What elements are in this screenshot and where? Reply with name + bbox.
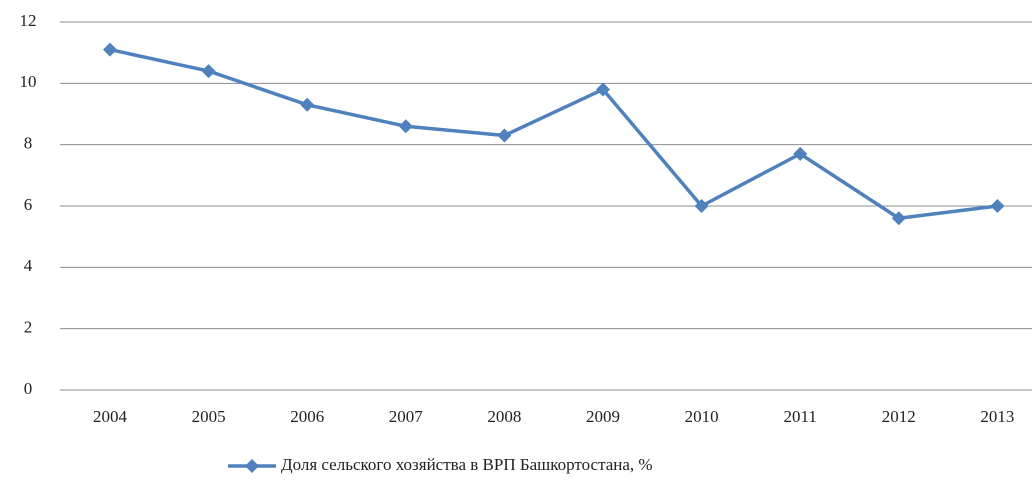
x-tick-label: 2007 (389, 407, 424, 426)
data-marker (694, 199, 709, 213)
data-marker (596, 82, 610, 97)
x-tick-label: 2011 (784, 407, 817, 426)
x-tick-label: 2012 (882, 407, 916, 426)
legend-label: Доля сельского хозяйства в ВРП Башкортос… (281, 455, 653, 474)
data-marker (793, 146, 808, 161)
x-tick-label: 2005 (192, 407, 226, 426)
x-tick-label: 2006 (290, 407, 324, 426)
data-marker (300, 97, 315, 112)
y-tick-label: 10 (20, 72, 37, 91)
y-tick-label: 8 (24, 134, 33, 153)
data-marker (990, 199, 1005, 213)
legend-marker (245, 459, 259, 473)
data-marker (201, 64, 216, 79)
data-marker (398, 119, 413, 134)
y-tick-label: 4 (24, 256, 33, 275)
x-tick-label: 2010 (685, 407, 719, 426)
data-line (109, 47, 998, 221)
x-tick-label: 2009 (586, 407, 620, 426)
x-tick-label: 2004 (93, 407, 128, 426)
x-tick-label: 2008 (487, 407, 521, 426)
y-tick-label: 6 (24, 195, 33, 214)
y-tick-label: 0 (24, 379, 33, 398)
data-marker (891, 211, 906, 226)
data-marker (103, 42, 117, 57)
data-marker (497, 128, 512, 143)
y-tick-label: 12 (20, 11, 37, 30)
y-tick-label: 2 (24, 318, 33, 337)
x-tick-label: 2013 (980, 407, 1014, 426)
